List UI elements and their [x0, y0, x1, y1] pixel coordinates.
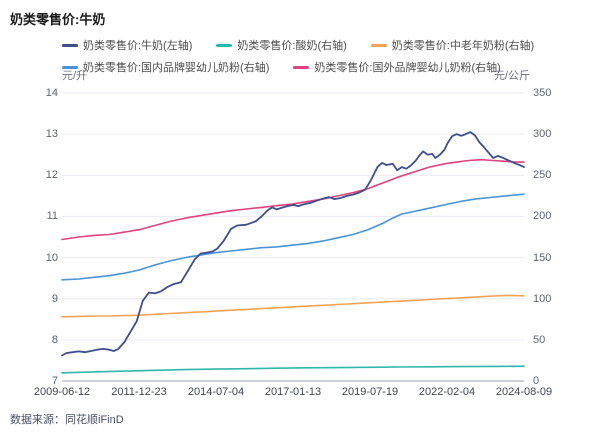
left-axis-unit-label: 元/升 [62, 70, 88, 82]
left-axis-tick: 8 [51, 333, 58, 346]
legend-label: 奶类零售价:中老年奶粉(右轴) [391, 40, 535, 52]
x-axis-tick: 2017-01-13 [264, 386, 322, 398]
left-axis-tick: 7 [51, 375, 58, 387]
page-title: 奶类零售价:牛奶 [10, 12, 106, 27]
legend-row: 奶类零售价:牛奶(左轴) 奶类零售价:酸奶(右轴) 奶类零售价:中老年奶粉(右轴) [62, 37, 542, 53]
right-axis-tick: 300 [533, 128, 552, 141]
legend-item-milk[interactable]: 奶类零售价:牛奶(左轴) [62, 37, 192, 53]
legend-dash-icon [293, 65, 310, 69]
series-line-elderly_powder [61, 294, 525, 318]
legend-row: 奶类零售价:国内品牌婴幼儿奶粉(右轴) 奶类零售价:国外品牌婴幼儿奶粉(右轴) [62, 59, 542, 75]
legend-dash-icon [216, 43, 233, 47]
right-axis-tick: 250 [533, 169, 552, 182]
right-axis-tick: 0 [533, 375, 540, 387]
legend-item-elderly_powder[interactable]: 奶类零售价:中老年奶粉(右轴) [370, 37, 535, 53]
x-axis-tick: 2009-06-12 [33, 386, 91, 398]
x-axis-tick: 2022-02-04 [418, 386, 476, 398]
right-axis-tick: 150 [533, 251, 552, 264]
legend-label: 奶类零售价:国内品牌婴幼儿奶粉(右轴) [83, 62, 270, 74]
x-axis-tick: 2024-08-09 [495, 386, 553, 398]
left-axis-tick: 14 [45, 87, 58, 99]
x-axis-tick: 2019-07-19 [341, 386, 399, 398]
x-axis-tick: 2014-07-04 [187, 386, 245, 398]
series-line-yogurt [61, 365, 525, 374]
left-axis-tick: 10 [45, 251, 58, 264]
left-axis-tick: 12 [45, 169, 58, 182]
right-axis-tick: 100 [533, 292, 552, 305]
chart-legend: 奶类零售价:牛奶(左轴) 奶类零售价:酸奶(右轴) 奶类零售价:中老年奶粉(右轴) 奶… [62, 37, 542, 75]
left-axis-tick: 11 [46, 210, 58, 223]
legend-item-yogurt[interactable]: 奶类零售价:酸奶(右轴) [216, 37, 347, 53]
data-source-label: 数据来源：同花顺iFinD [10, 414, 124, 426]
legend-label: 奶类零售价:酸奶(右轴) [237, 40, 347, 52]
x-axis-tick: 2011-12-23 [111, 386, 167, 398]
legend-item-domestic_formula[interactable]: 奶类零售价:国内品牌婴幼儿奶粉(右轴) [62, 59, 269, 75]
right-axis-tick: 350 [533, 87, 552, 99]
legend-label: 奶类零售价:国外品牌婴幼儿奶粉(右轴) [314, 62, 501, 74]
right-axis-tick: 200 [533, 210, 552, 223]
right-axis-unit-label: 元/公斤 [493, 70, 530, 82]
legend-dash-icon [62, 43, 78, 47]
series-line-milk [61, 131, 525, 357]
legend-dash-icon [370, 43, 387, 47]
series-line-domestic_formula [61, 193, 525, 281]
series-line-foreign_formula [61, 158, 525, 241]
left-axis-tick: 9 [51, 292, 58, 305]
right-axis-tick: 50 [533, 333, 546, 346]
left-axis-tick: 13 [45, 128, 58, 141]
legend-item-foreign_formula[interactable]: 奶类零售价:国外品牌婴幼儿奶粉(右轴) [293, 59, 501, 75]
legend-dash-icon [62, 65, 78, 69]
legend-label: 奶类零售价:牛奶(左轴) [83, 40, 193, 52]
